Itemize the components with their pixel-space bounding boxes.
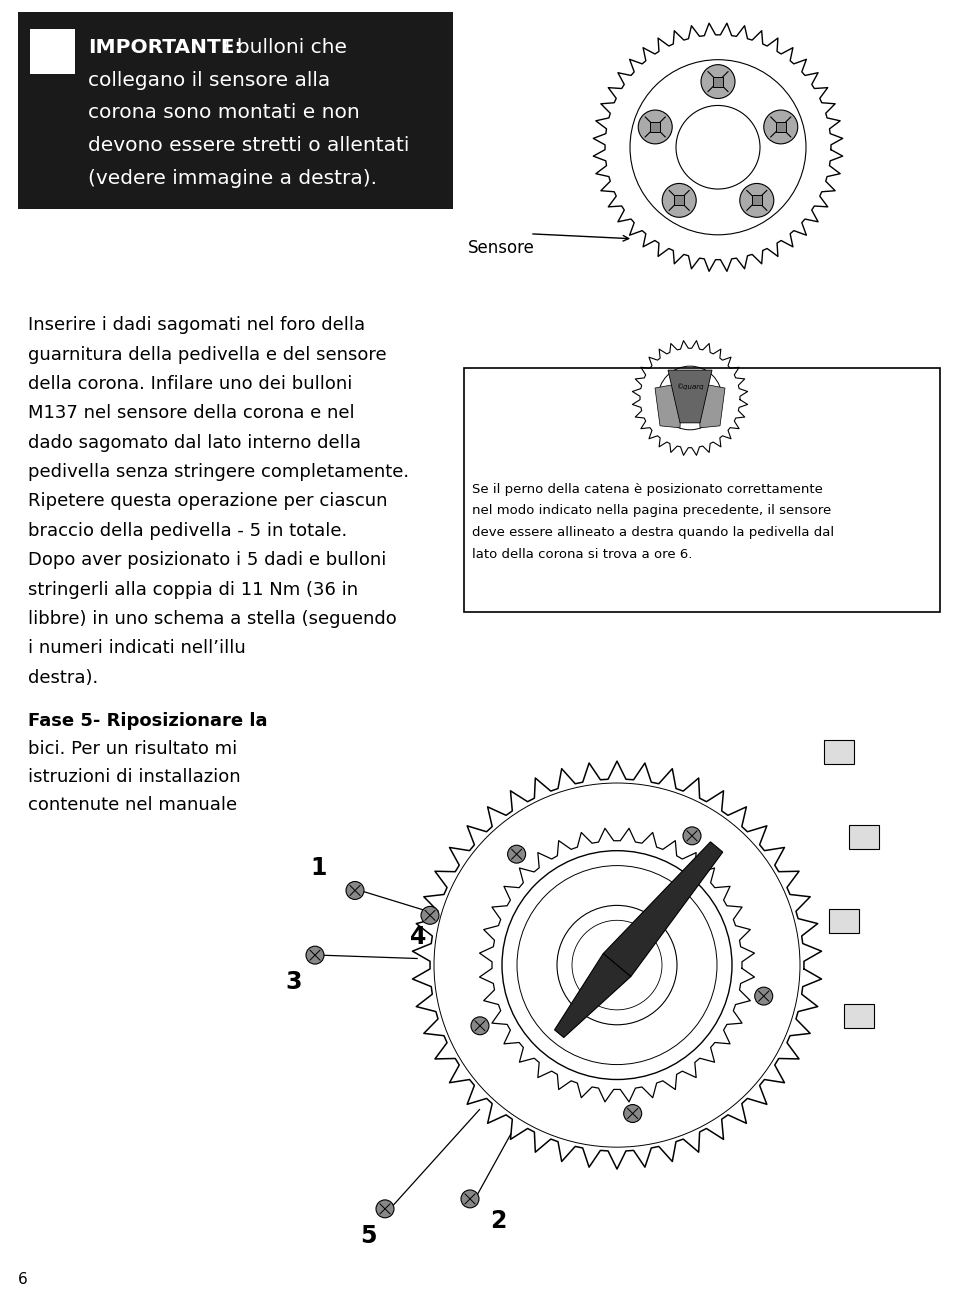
Text: 6: 6 [18, 1271, 28, 1286]
Circle shape [461, 1190, 479, 1208]
Text: I bulloni che: I bulloni che [218, 37, 347, 57]
Text: Se il perno della catena è posizionato correttamente: Se il perno della catena è posizionato c… [472, 482, 823, 495]
Bar [650, 122, 660, 131]
Text: guarnitura della pedivella e del sensore: guarnitura della pedivella e del sensore [28, 345, 387, 363]
Circle shape [471, 1017, 489, 1035]
Bar [464, 369, 940, 612]
Circle shape [662, 183, 696, 218]
Text: devono essere stretti o allentati: devono essere stretti o allentati [88, 137, 409, 155]
Text: deve essere allineato a destra quando la pedivella dal: deve essere allineato a destra quando la… [472, 526, 834, 539]
Polygon shape [555, 954, 631, 1038]
Text: stringerli alla coppia di 11 Nm (36 in: stringerli alla coppia di 11 Nm (36 in [28, 580, 358, 598]
FancyBboxPatch shape [824, 740, 854, 764]
Text: libbre) in uno schema a stella (seguendo: libbre) in uno schema a stella (seguendo [28, 610, 396, 628]
Bar [18, 12, 453, 209]
Circle shape [683, 826, 701, 844]
Text: bici. Per un risultato mi: bici. Per un risultato mi [28, 740, 237, 758]
Circle shape [346, 882, 364, 900]
Polygon shape [603, 842, 723, 977]
Bar [674, 196, 684, 205]
Text: Dopo aver posizionato i 5 dadi e bulloni: Dopo aver posizionato i 5 dadi e bulloni [28, 552, 386, 570]
Text: ©quarq: ©quarq [676, 383, 704, 389]
Polygon shape [655, 383, 682, 428]
Text: dado sagomato dal lato interno della: dado sagomato dal lato interno della [28, 434, 361, 451]
Text: istruzioni di installazion: istruzioni di installazion [28, 768, 241, 786]
Circle shape [376, 1200, 394, 1218]
Text: corona sono montati e non: corona sono montati e non [88, 103, 360, 122]
Circle shape [306, 946, 324, 964]
Circle shape [624, 1105, 641, 1123]
Text: i numeri indicati nell’illu: i numeri indicati nell’illu [28, 639, 246, 657]
Text: 3: 3 [285, 971, 301, 994]
Text: destra).: destra). [28, 669, 98, 687]
Circle shape [701, 64, 735, 98]
Text: IMPORTANTE:: IMPORTANTE: [88, 37, 243, 57]
Bar [30, 28, 75, 73]
Text: contenute nel manuale: contenute nel manuale [28, 795, 237, 813]
Bar [713, 76, 723, 86]
Text: pedivella senza stringere completamente.: pedivella senza stringere completamente. [28, 463, 409, 481]
Polygon shape [698, 383, 725, 428]
Text: M137 nel sensore della corona e nel: M137 nel sensore della corona e nel [28, 405, 354, 423]
Text: 5: 5 [360, 1223, 376, 1248]
Bar [776, 122, 786, 131]
Circle shape [421, 906, 439, 924]
Text: Inserire i dadi sagomati nel foro della: Inserire i dadi sagomati nel foro della [28, 316, 365, 334]
Text: 2: 2 [490, 1209, 506, 1232]
Circle shape [638, 110, 672, 144]
Text: braccio della pedivella - 5 in totale.: braccio della pedivella - 5 in totale. [28, 522, 348, 540]
FancyBboxPatch shape [829, 909, 859, 933]
Bar [752, 196, 762, 205]
Circle shape [740, 183, 774, 218]
Circle shape [755, 987, 773, 1005]
Text: Fase 5- Riposizionare la: Fase 5- Riposizionare la [28, 713, 268, 731]
Text: Sensore: Sensore [468, 238, 535, 257]
Text: 4: 4 [410, 926, 426, 949]
Text: Ripetere questa operazione per ciascun: Ripetere questa operazione per ciascun [28, 492, 388, 510]
Text: collegano il sensore alla: collegano il sensore alla [88, 71, 330, 90]
Circle shape [508, 846, 526, 864]
Text: (vedere immagine a destra).: (vedere immagine a destra). [88, 169, 377, 188]
Text: nel modo indicato nella pagina precedente, il sensore: nel modo indicato nella pagina precedent… [472, 504, 831, 517]
Polygon shape [668, 370, 712, 423]
Text: della corona. Infilare uno dei bulloni: della corona. Infilare uno dei bulloni [28, 375, 352, 393]
Text: 1: 1 [310, 856, 326, 879]
FancyBboxPatch shape [849, 825, 879, 848]
Circle shape [764, 110, 798, 144]
FancyBboxPatch shape [844, 1004, 874, 1027]
Text: lato della corona si trova a ore 6.: lato della corona si trova a ore 6. [472, 548, 692, 561]
